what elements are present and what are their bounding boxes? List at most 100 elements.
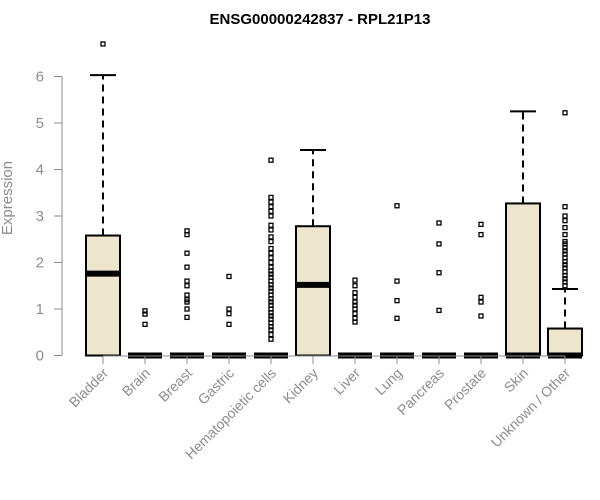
outlier-point [562,279,568,285]
outlier-point [394,297,400,304]
y-tick-label: 1 [36,301,44,318]
outlier-point [268,327,274,333]
outlier-point [394,203,400,209]
outlier-point [436,241,442,247]
outlier-point [226,273,232,280]
box-skin [505,110,541,359]
box-body [295,225,331,357]
outlier-point [184,292,190,298]
outlier-point [394,278,400,284]
outlier-point [268,245,274,252]
outlier-point [478,221,484,228]
box-kidney [295,148,331,357]
outlier-point [268,331,274,338]
outlier-point [268,227,274,233]
box-lung [380,203,414,359]
x-tick-label: Breast [155,365,195,405]
x-tick-label: Skin [501,365,532,396]
box-bladder [85,41,121,357]
box-unknown-other [547,110,583,359]
chart-title: ENSG00000242837 - RPL21P13 [210,11,431,28]
outlier-point [352,283,358,289]
y-tick-label: 4 [36,162,44,179]
outlier-point [478,313,484,319]
outlier-point [562,217,568,224]
outlier-point [268,274,274,281]
y-tick-label: 3 [36,208,44,225]
box-series [85,41,583,359]
outlier-point [478,294,484,301]
outlier-point [268,302,274,308]
outlier-point [142,308,148,314]
x-tick-label: Bladder [66,365,112,411]
outlier-point [478,299,484,305]
outlier-point [184,314,190,321]
x-tick-label: Brain [119,365,153,399]
outlier-point [352,315,358,321]
outlier-point [352,277,358,283]
box-brain [128,308,162,359]
outlier-point [226,306,232,312]
outlier-point [184,228,190,234]
x-tick-label: Pancreas [394,365,447,418]
outlier-point [268,157,274,163]
outlier-point [394,315,400,321]
x-tick-label: Unknown / Other [488,365,574,451]
outlier-point [268,238,274,245]
outlier-point [268,336,274,342]
outlier-point [268,259,274,266]
y-tick-label: 6 [36,69,44,86]
outlier-point [142,321,148,327]
outlier-point [184,306,190,312]
box-hematopoietic-cells [254,157,288,359]
outlier-point [562,224,568,231]
y-axis-label: Expression [0,161,16,235]
outlier-point [268,250,274,256]
outlier-point [562,238,568,245]
outlier-point [268,299,274,305]
outlier-point [352,310,358,317]
outlier-point [436,270,442,276]
y-tick-label: 0 [36,348,44,365]
outlier-point [562,204,568,210]
box-body [85,234,121,357]
outlier-point [352,299,358,305]
outlier-point [184,297,190,303]
outlier-point [562,231,568,238]
outlier-point [184,250,190,256]
y-axis: 0 1 2 3 4 5 6 [36,69,63,365]
outlier-point [268,208,274,215]
outlier-point [436,220,442,226]
outlier-point [562,251,568,257]
outlier-point [184,278,190,284]
x-tick-label: Prostate [441,365,489,413]
outlier-point [562,265,568,271]
outlier-point [268,234,274,240]
outlier-point [562,110,568,116]
outlier-point [184,283,190,289]
outlier-point [436,307,442,314]
outlier-point [184,264,190,270]
outlier-point [352,294,358,301]
outlier-point [352,290,358,296]
outlier-point [268,288,274,294]
outlier-point [268,199,274,205]
outlier-point [100,41,106,47]
outlier-point [226,310,232,317]
y-tick-label: 5 [36,115,44,132]
outlier-point [268,204,274,210]
outlier-point [562,276,568,282]
outlier-point [562,213,568,219]
outlier-point [268,271,274,277]
box-body [505,202,541,357]
box-breast [170,228,204,359]
outlier-point [142,311,148,317]
box-body [547,327,583,357]
x-tick-label: Lung [372,365,405,398]
outlier-point [268,255,274,261]
y-tick-label: 2 [36,255,44,272]
outlier-point [268,194,274,201]
outlier-point [268,264,274,270]
